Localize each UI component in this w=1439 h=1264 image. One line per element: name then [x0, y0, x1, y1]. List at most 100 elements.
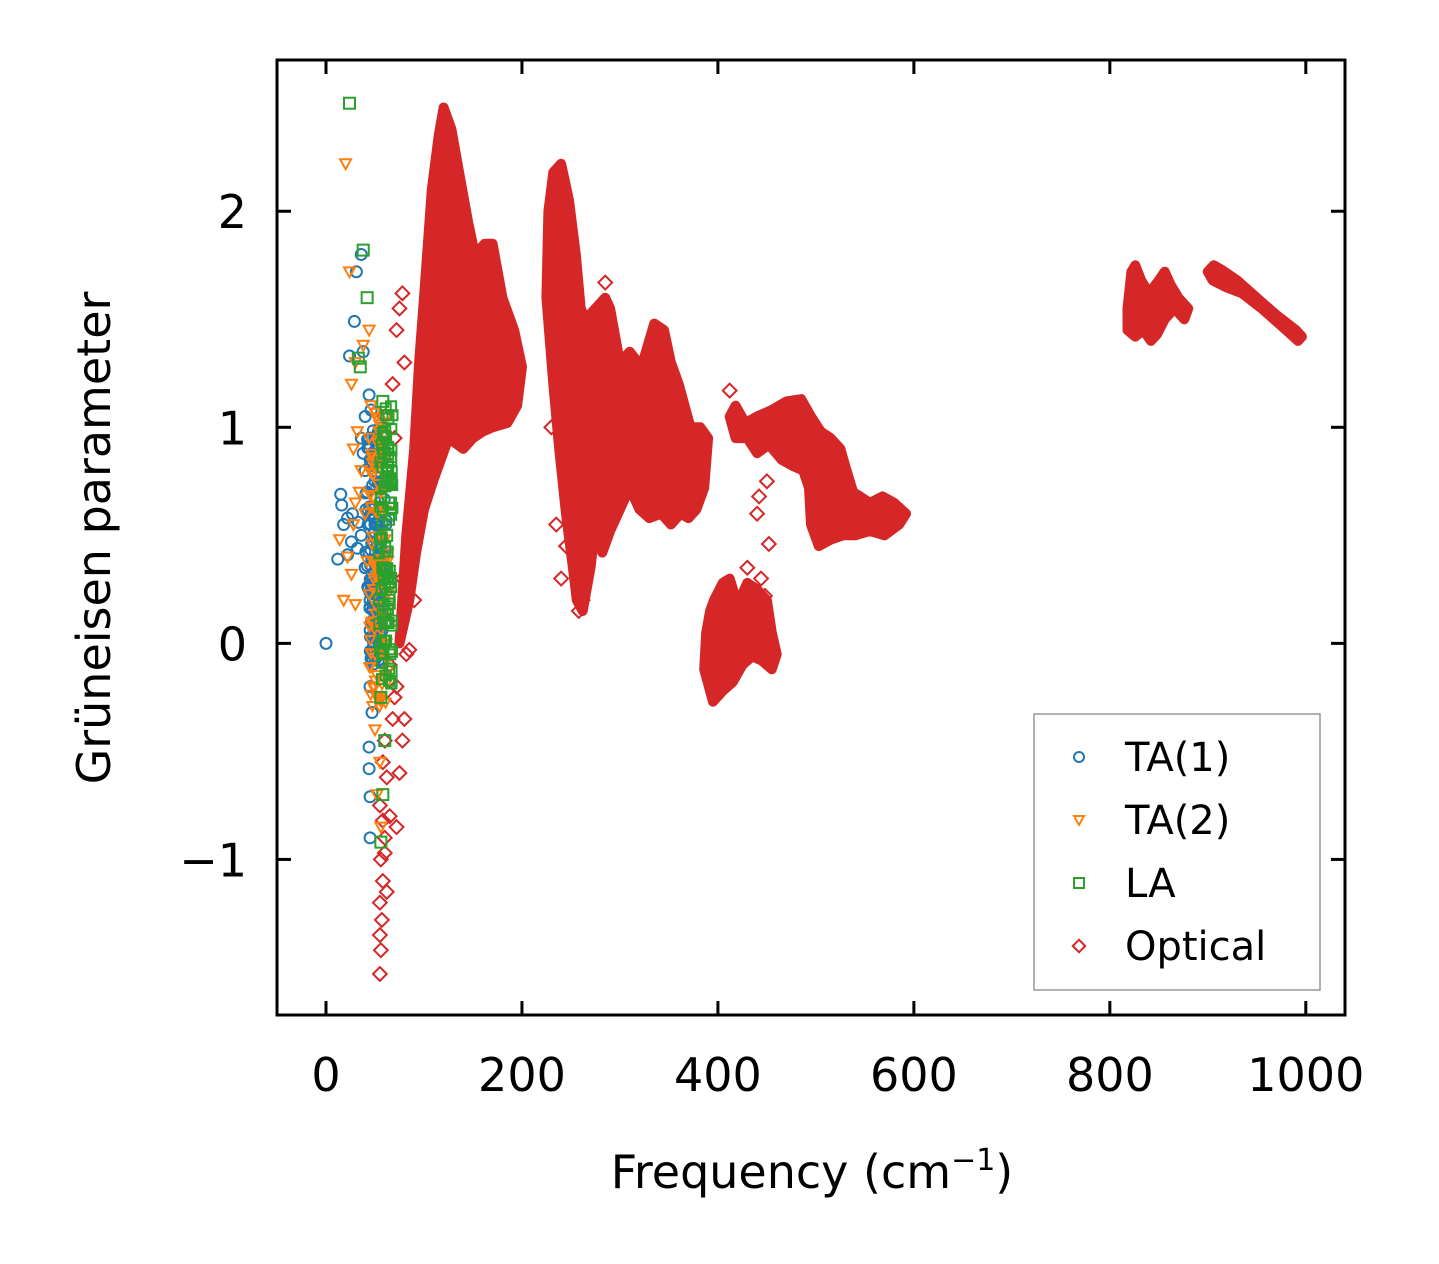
ta-1-point	[335, 498, 349, 512]
optical-point	[543, 419, 560, 436]
ta-1-point	[350, 541, 364, 555]
legend-entry-la: LA	[1073, 861, 1176, 907]
optical-point	[750, 488, 768, 505]
ta-2-point	[344, 568, 359, 582]
y-tick-label: 2	[218, 185, 247, 239]
optical-point	[400, 641, 418, 659]
la-point	[372, 547, 385, 560]
legend-marker-la	[1073, 877, 1085, 889]
x-axis-label-superscript: −1	[951, 1143, 995, 1178]
ta-1-point	[334, 487, 348, 501]
la-point	[378, 734, 392, 748]
optical-point	[752, 570, 770, 587]
ta-2-point	[354, 465, 369, 479]
ta-2-point	[362, 589, 376, 602]
ta-1-point	[362, 388, 376, 402]
la-point	[378, 446, 392, 460]
y-tick-label: −1	[179, 833, 247, 887]
optical-point	[372, 851, 390, 868]
legend-marker-ta-1	[1073, 751, 1085, 763]
ta-2-point	[332, 534, 347, 548]
la-point	[376, 788, 390, 802]
ta-2-point	[369, 412, 383, 425]
ta-2-point	[364, 502, 378, 515]
optical-point	[388, 321, 405, 339]
optical-dense-region	[1202, 260, 1307, 346]
optical-dense-region	[724, 394, 911, 552]
legend-marker-optical	[1071, 938, 1087, 954]
optical-point	[396, 710, 413, 728]
ta-2-point	[363, 467, 378, 480]
optical-point	[547, 516, 565, 533]
ta-2-point	[363, 400, 379, 414]
y-tick-label: 0	[218, 617, 247, 671]
optical-point	[557, 537, 575, 555]
ta-2-point	[373, 821, 389, 835]
ta-1-point	[351, 515, 365, 529]
optical-point	[386, 689, 403, 706]
la-point	[353, 360, 367, 374]
la-point	[376, 394, 390, 408]
ta-2-point	[346, 443, 361, 457]
la-point	[378, 425, 392, 439]
la-point	[380, 528, 394, 542]
la-point	[356, 243, 370, 257]
optical-point	[739, 559, 756, 577]
optical-point	[545, 332, 562, 350]
ta-1-point	[337, 518, 351, 532]
y-tick-label: 1	[218, 401, 247, 455]
ta-2-point	[368, 407, 383, 420]
ta-1-point	[331, 552, 345, 566]
ta-2-point	[372, 756, 388, 770]
optical-point	[371, 894, 389, 911]
la-point	[379, 608, 392, 621]
legend-entry-optical: Optical	[1071, 924, 1266, 970]
optical-point	[394, 732, 411, 749]
optical-point	[378, 883, 396, 901]
ta-1-point	[354, 528, 368, 542]
ta-2-point	[348, 599, 363, 613]
ta-2-point	[359, 555, 375, 569]
ta-2-point	[374, 553, 389, 567]
la-point	[360, 291, 374, 305]
ta-2-point	[365, 701, 380, 714]
optical-point	[570, 602, 588, 620]
optical-point	[405, 591, 423, 609]
ta-1-point	[363, 831, 377, 845]
x-tick-label: 0	[311, 1048, 340, 1102]
optical-point	[758, 473, 776, 490]
y-axis: −1 0 1 2	[179, 185, 1345, 887]
ta-1-point	[363, 593, 377, 607]
optical-point	[403, 537, 421, 555]
la-point	[374, 690, 388, 704]
optical-point	[376, 829, 394, 847]
la-point	[376, 656, 389, 669]
x-tick-label: 400	[674, 1048, 762, 1102]
ta-2-point	[348, 497, 363, 511]
legend-marker-ta-2	[1072, 815, 1086, 828]
legend-label-ta-2: TA(2)	[1124, 798, 1230, 844]
la-point	[376, 561, 390, 575]
ta-2-point	[369, 670, 384, 683]
optical-point	[391, 300, 408, 317]
series-la	[343, 96, 399, 849]
la-point	[374, 500, 387, 513]
ta-1-point	[354, 247, 368, 261]
la-point	[382, 496, 396, 510]
ta-2-point	[363, 634, 378, 647]
optical-point	[580, 548, 597, 566]
optical-point	[372, 941, 390, 959]
ta-2-point	[365, 616, 381, 630]
optical-point	[391, 764, 408, 782]
optical-dense-region	[699, 573, 782, 707]
ta-1-point	[365, 706, 379, 720]
ta-2-point	[350, 426, 365, 440]
optical-dense-region	[541, 158, 714, 616]
series-layer	[319, 96, 1307, 983]
legend-label-ta-1: TA(1)	[1124, 735, 1230, 781]
series-optical	[371, 102, 1307, 983]
la-point	[343, 96, 357, 110]
optical-point	[596, 274, 614, 291]
la-point	[384, 572, 398, 586]
